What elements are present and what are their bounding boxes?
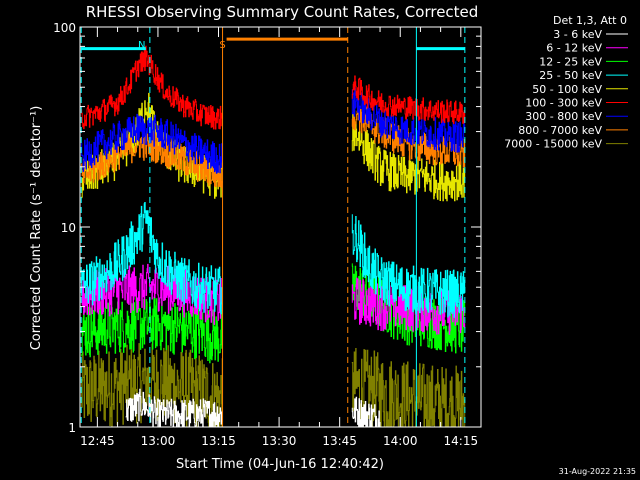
axes: 1 10 100 12:45 13:00 13:15 13:30 13:45 14:00 14:1… [53,21,482,448]
legend-entry-label: 3 - 6 keV [553,28,602,41]
series-line-segment [81,202,223,315]
legend-entry-label: 6 - 12 keV [546,42,602,55]
y-axis-label: Corrected Count Rate (s⁻¹ detector⁻¹) [29,106,44,351]
series-line-segment [351,113,466,202]
series-100-300-kev [81,45,466,130]
x-tick-label: 12:45 [80,434,115,448]
chart-title: RHESSI Observing Summary Count Rates, Co… [86,3,479,21]
y-tick-label: 1 [68,421,76,435]
series-line-segment [351,87,466,153]
x-tick-label: 14:15 [444,434,479,448]
x-tick-label: 13:45 [322,434,357,448]
series-line-segment [351,277,466,335]
legend-entry-label: 100 - 300 keV [525,97,602,110]
date-stamp: 31-Aug-2022 21:35 [559,467,636,476]
legend-entry-label: 7000 - 15000 keV [504,138,602,151]
legend-entry-label: 300 - 800 keV [525,110,602,123]
x-tick-label: 13:00 [141,434,176,448]
y-tick-label: 10 [61,221,76,235]
legend-entry-label: 25 - 50 keV [539,69,602,82]
series-7000-15000-kev [81,343,466,427]
legend-entry-label: 12 - 25 keV [539,55,602,68]
series-line-segment [81,343,223,427]
flag-annotation-n: N [138,40,145,51]
series-line-segment [81,296,223,364]
series-line-segment [351,396,380,427]
x-axis-label: Start Time (04-Jun-16 12:40:42) [176,457,384,472]
series-line-segment [81,113,223,174]
series-group [81,45,466,427]
series-line-segment [351,75,466,124]
series-line-segment [125,388,223,427]
x-tick-label: 13:30 [262,434,297,448]
legend-entry-label: 800 - 7000 keV [518,124,602,137]
y-tick-label: 100 [53,21,76,35]
series-3-6-kev [125,388,380,427]
series-line-segment [81,45,223,130]
series-25-50-kev [81,202,466,318]
series-line-segment [351,214,466,318]
legend-title: Det 1,3, Att 0 [553,14,627,27]
legend-entry-label: 50 - 100 keV [532,83,602,96]
series-300-800-kev [81,87,466,174]
x-tick-label: 13:15 [201,434,236,448]
x-tick-label: 14:00 [383,434,418,448]
series-line-segment [81,130,223,188]
flag-annotation-s: S [219,40,225,51]
series-line-segment [351,348,466,427]
